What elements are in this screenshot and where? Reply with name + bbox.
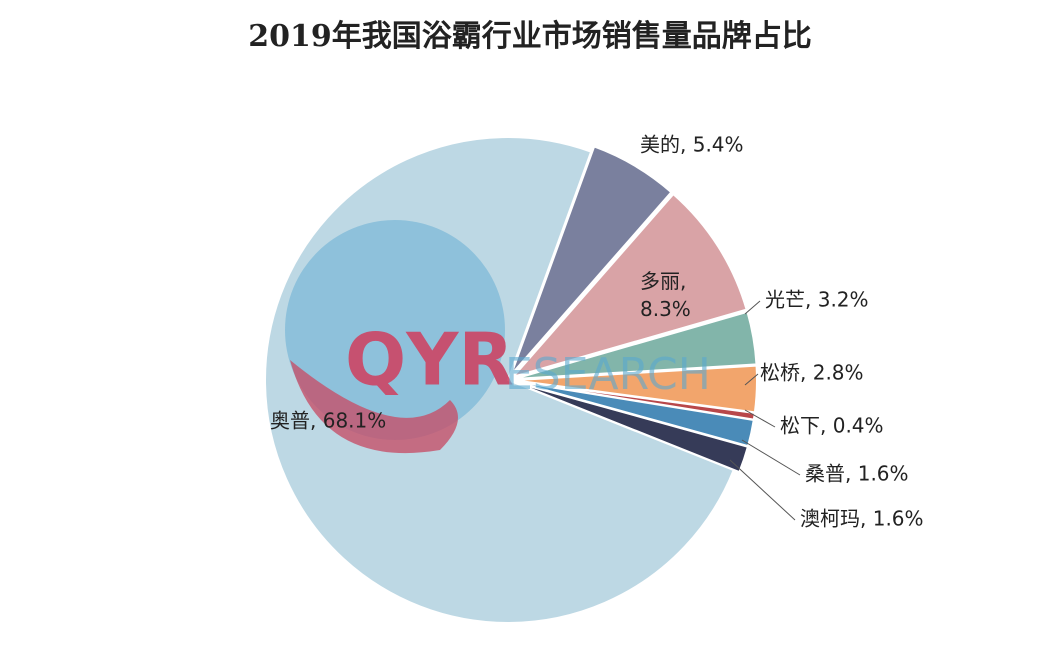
data-label: 多丽, 8.3% [640,269,691,321]
data-label: 松下, 0.4% [780,414,884,438]
watermark-text: QYR [345,318,514,402]
watermark-text: ESEARCH [505,349,711,400]
leader-line [744,373,759,386]
leader-line [729,459,796,521]
pie-slice [264,136,735,624]
leader-line [741,439,801,476]
data-label-line: 多丽, [640,269,686,293]
pie-slice [510,145,673,376]
data-label: 奥普, 68.1% [270,409,386,433]
data-label: 桑普, 1.6% [805,462,909,486]
leader-line [744,409,776,428]
data-label-line: 8.3% [640,297,691,321]
data-label: 美的, 5.4% [640,133,744,157]
data-label: 澳柯玛, 1.6% [800,507,924,531]
chart-title: 2019年我国浴霸行业市场销售量品牌占比 [248,19,812,54]
pie [264,136,758,624]
pie-slice [513,380,750,474]
data-label: 光芒, 3.2% [765,288,869,312]
watermark: QYR ESEARCH [285,220,711,454]
watermark-swoosh [290,360,458,454]
labels: 美的, 5.4% 多丽, 8.3% 光芒, 3.2% 松桥, 2.8% 松下, 0.4% 桑… [270,133,924,531]
data-label: 松桥, 2.8% [760,361,864,385]
pie-slice [510,192,748,379]
watermark-globe [285,220,505,440]
leader-line [744,300,761,315]
